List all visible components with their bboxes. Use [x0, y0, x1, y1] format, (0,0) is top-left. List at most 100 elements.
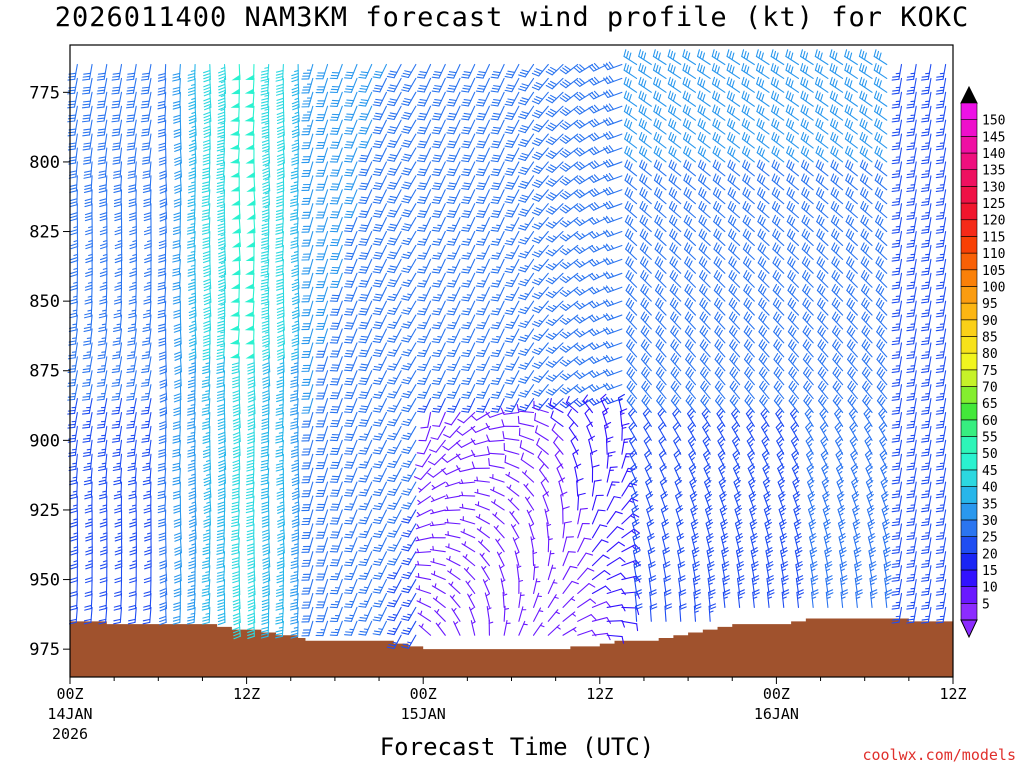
- wind-barb: [625, 297, 638, 316]
- wind-barb: [814, 63, 829, 79]
- wind-barb: [906, 592, 917, 610]
- wind-barb: [430, 570, 446, 581]
- wind-barb: [187, 439, 196, 458]
- wind-barb: [358, 620, 373, 636]
- wind-barb: [803, 394, 814, 414]
- wind-barb: [504, 455, 520, 469]
- wind-barb: [329, 314, 343, 330]
- wind-barb: [429, 545, 446, 553]
- wind-barb: [606, 634, 625, 644]
- wind-barb: [714, 325, 726, 344]
- wind-barb: [531, 147, 549, 161]
- wind-barb: [329, 175, 343, 191]
- wind-barb: [275, 579, 284, 597]
- wind-barb: [216, 537, 226, 555]
- colorbar-swatch: [960, 486, 978, 504]
- wind-barb: [431, 175, 446, 190]
- wind-barb: [683, 145, 697, 163]
- wind-barb: [504, 356, 520, 371]
- wind-barb: [791, 449, 800, 469]
- wind-barb: [329, 523, 343, 539]
- wind-barb: [276, 551, 285, 570]
- wind-barb: [99, 230, 108, 250]
- wind-barb: [764, 519, 772, 539]
- wind-barb: [490, 77, 505, 93]
- wind-barb: [490, 300, 505, 316]
- wind-barb: [875, 256, 888, 274]
- wind-barb: [172, 244, 181, 263]
- wind-barb: [801, 214, 814, 233]
- credit-text[interactable]: coolwx.com/models: [862, 746, 1016, 764]
- wind-barb: [246, 230, 255, 248]
- wind-barb: [625, 325, 638, 344]
- wind-barb: [504, 119, 520, 134]
- wind-barb: [358, 551, 373, 566]
- wind-barb: [906, 133, 917, 151]
- wind-barb: [329, 620, 343, 636]
- wind-barb: [802, 366, 814, 386]
- wind-barb: [301, 300, 314, 317]
- wind-barb: [697, 49, 711, 66]
- wind-barb: [606, 541, 625, 553]
- colorbar-tick-label: 45: [982, 464, 998, 479]
- wind-barb: [751, 575, 760, 595]
- wind-barb: [474, 501, 490, 511]
- wind-barb: [516, 403, 535, 414]
- wind-barb: [232, 384, 241, 403]
- wind-barb: [861, 311, 873, 330]
- wind-barb: [446, 286, 461, 302]
- wind-barb: [863, 408, 873, 427]
- wind-barb: [743, 270, 755, 288]
- wind-barb: [628, 408, 638, 427]
- wind-barb: [639, 173, 652, 191]
- wind-barb: [475, 314, 490, 330]
- wind-barb: [358, 592, 373, 608]
- wind-barb: [401, 161, 417, 176]
- wind-barb: [545, 161, 564, 173]
- wind-barb: [201, 551, 211, 569]
- wind-barb: [815, 118, 829, 135]
- wind-barb: [921, 579, 932, 596]
- wind-barb: [461, 398, 476, 413]
- wind-barb: [372, 91, 387, 107]
- wind-barb: [715, 394, 726, 414]
- wind-barb: [645, 477, 653, 497]
- wind-barb: [386, 189, 402, 204]
- wind-barb: [202, 411, 211, 430]
- wind-barb: [518, 203, 535, 217]
- wind-barb: [475, 370, 490, 385]
- wind-barb: [921, 398, 932, 415]
- wind-barb: [921, 342, 932, 360]
- wind-barb: [935, 161, 947, 179]
- wind-barb: [290, 620, 299, 639]
- wind-barb: [127, 467, 137, 486]
- wind-barb: [773, 380, 785, 400]
- colorbar-swatch: [960, 102, 978, 120]
- wind-barb: [128, 300, 137, 319]
- wind-barb: [82, 147, 93, 165]
- wind-barb: [545, 370, 564, 382]
- y-tick-label: 975: [29, 640, 60, 660]
- wind-barb: [416, 300, 432, 316]
- wind-barb: [547, 609, 560, 622]
- wind-barb: [653, 145, 667, 163]
- wind-barb: [495, 538, 505, 553]
- wind-barb: [577, 507, 588, 525]
- wind-barb: [669, 214, 682, 233]
- wind-barb: [760, 408, 770, 427]
- wind-barb: [641, 380, 652, 400]
- wind-barb: [232, 370, 240, 389]
- colorbar-tick-label: 35: [982, 497, 998, 512]
- wind-barb: [821, 477, 830, 497]
- wind-barb: [315, 105, 329, 122]
- wind-barb: [906, 439, 917, 457]
- wind-barb: [787, 339, 800, 358]
- x-tick-label: 00Z: [410, 685, 437, 703]
- wind-barb: [475, 133, 490, 149]
- wind-barb: [906, 606, 917, 624]
- wind-barb: [446, 328, 461, 344]
- wind-barb: [301, 175, 314, 191]
- wind-barb: [504, 384, 520, 399]
- wind-barb: [621, 620, 639, 632]
- wind-barb: [848, 408, 858, 427]
